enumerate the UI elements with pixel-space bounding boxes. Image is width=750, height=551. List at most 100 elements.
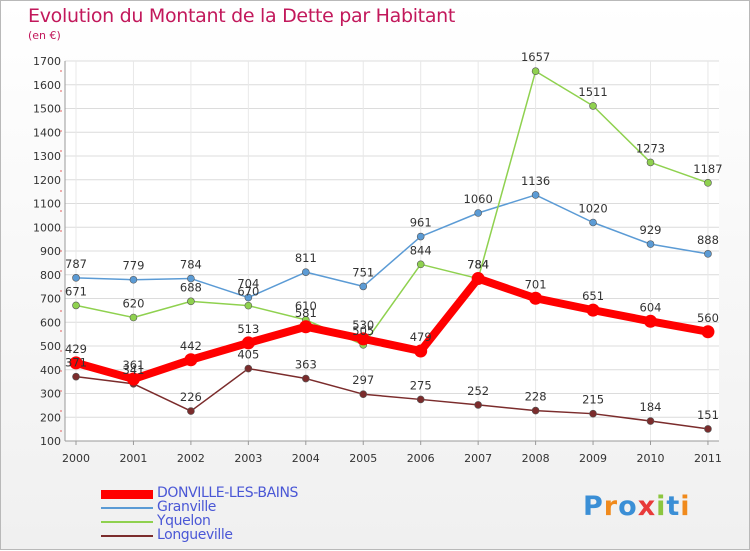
legend-swatch [101,521,153,523]
data-point [474,401,482,409]
series-line [75,70,709,346]
proxiti-logo: Proxiti [583,491,691,522]
data-label: 784 [467,258,489,272]
data-point [471,272,485,286]
logo-letter: x [637,491,657,522]
data-point [299,320,313,334]
data-label: 671 [65,284,87,298]
logo-letter: i [656,491,667,522]
y-tick-label: 1200 [33,174,61,187]
data-label: 610 [295,299,317,313]
data-label: 651 [582,289,604,303]
data-label: 228 [525,390,547,404]
x-tick-label: 2010 [637,452,665,465]
data-label: 405 [237,348,259,362]
x-tick-label: 2000 [62,452,90,465]
data-point [474,209,482,217]
data-point [704,179,712,187]
data-label: 961 [410,216,432,230]
y-tick-label: 1000 [33,221,61,234]
logo-letter: t [666,491,681,522]
unit-label: (en €) [28,29,61,42]
x-tick-label: 2011 [694,452,722,465]
x-tick-label: 2006 [407,452,435,465]
data-label: 704 [237,277,259,291]
data-point [529,291,543,305]
y-tick-label: 1700 [33,55,61,68]
y-tick-label: 200 [40,411,61,424]
data-label: 1187 [693,162,722,176]
data-label: 1060 [464,192,493,206]
data-label: 442 [180,339,202,353]
data-label: 429 [65,342,87,356]
data-point [187,297,195,306]
chart-title: Evolution du Montant de la Dette par Hab… [28,5,456,27]
data-point [129,313,138,322]
data-label: 297 [352,373,374,387]
series-line [75,194,709,299]
data-label: 371 [65,356,87,370]
data-label: 701 [525,277,547,291]
data-point [416,232,425,241]
data-point [531,67,540,76]
y-tick-label: 900 [40,245,61,258]
data-label: 929 [640,223,662,237]
data-point [704,250,712,258]
data-point [359,282,368,291]
data-point [72,372,80,381]
data-label: 560 [697,311,719,325]
data-label: 505 [352,324,374,338]
data-point [416,395,425,404]
y-tick-label: 400 [40,364,61,377]
y-tick-label: 100 [40,435,61,448]
data-label: 513 [237,322,259,336]
y-tick-label: 1300 [33,150,61,163]
data-point [69,356,83,370]
y-tick-label: 1600 [33,79,61,92]
data-point [301,268,310,276]
data-point [359,390,368,399]
data-label: 361 [122,358,144,372]
data-label: 1136 [521,174,550,188]
data-label: 581 [295,306,317,320]
data-label: 1657 [521,50,550,64]
data-point [126,372,140,386]
data-label: 363 [295,358,317,372]
x-tick-label: 2007 [464,452,492,465]
legend-label: Yquelon [157,513,211,529]
legend-label: Granville [157,499,217,515]
y-tick-label: 1100 [33,198,61,211]
data-point [187,274,195,283]
data-point [531,406,540,415]
data-label: 184 [640,400,662,414]
data-label: 844 [410,243,432,257]
data-point [646,240,655,248]
data-label: 670 [237,285,259,299]
y-tick-label: 600 [40,316,61,329]
series-line [75,367,709,430]
data-label: 620 [122,297,144,311]
y-tick-label: 800 [40,269,61,282]
x-tick-label: 2005 [349,452,377,465]
data-point [187,407,195,415]
data-label: 151 [697,408,719,422]
data-label: 1511 [578,85,607,99]
y-tick-label: 500 [40,340,61,353]
legend-swatch [101,535,153,537]
data-label: 787 [65,257,87,271]
legend-label: DONVILLE-LES-BAINS [157,485,299,501]
data-label: 252 [467,384,489,398]
data-point [184,353,198,367]
data-point [589,409,597,418]
data-label: 784 [180,258,202,272]
data-point [414,344,428,358]
data-point [129,275,138,284]
data-label: 811 [295,251,317,265]
data-label: 688 [180,280,202,294]
data-label: 888 [697,233,719,247]
data-label: 530 [352,318,374,332]
y-tick-label: 700 [40,293,61,306]
data-label: 1273 [636,141,665,155]
y-tick-label: 1400 [33,126,61,139]
